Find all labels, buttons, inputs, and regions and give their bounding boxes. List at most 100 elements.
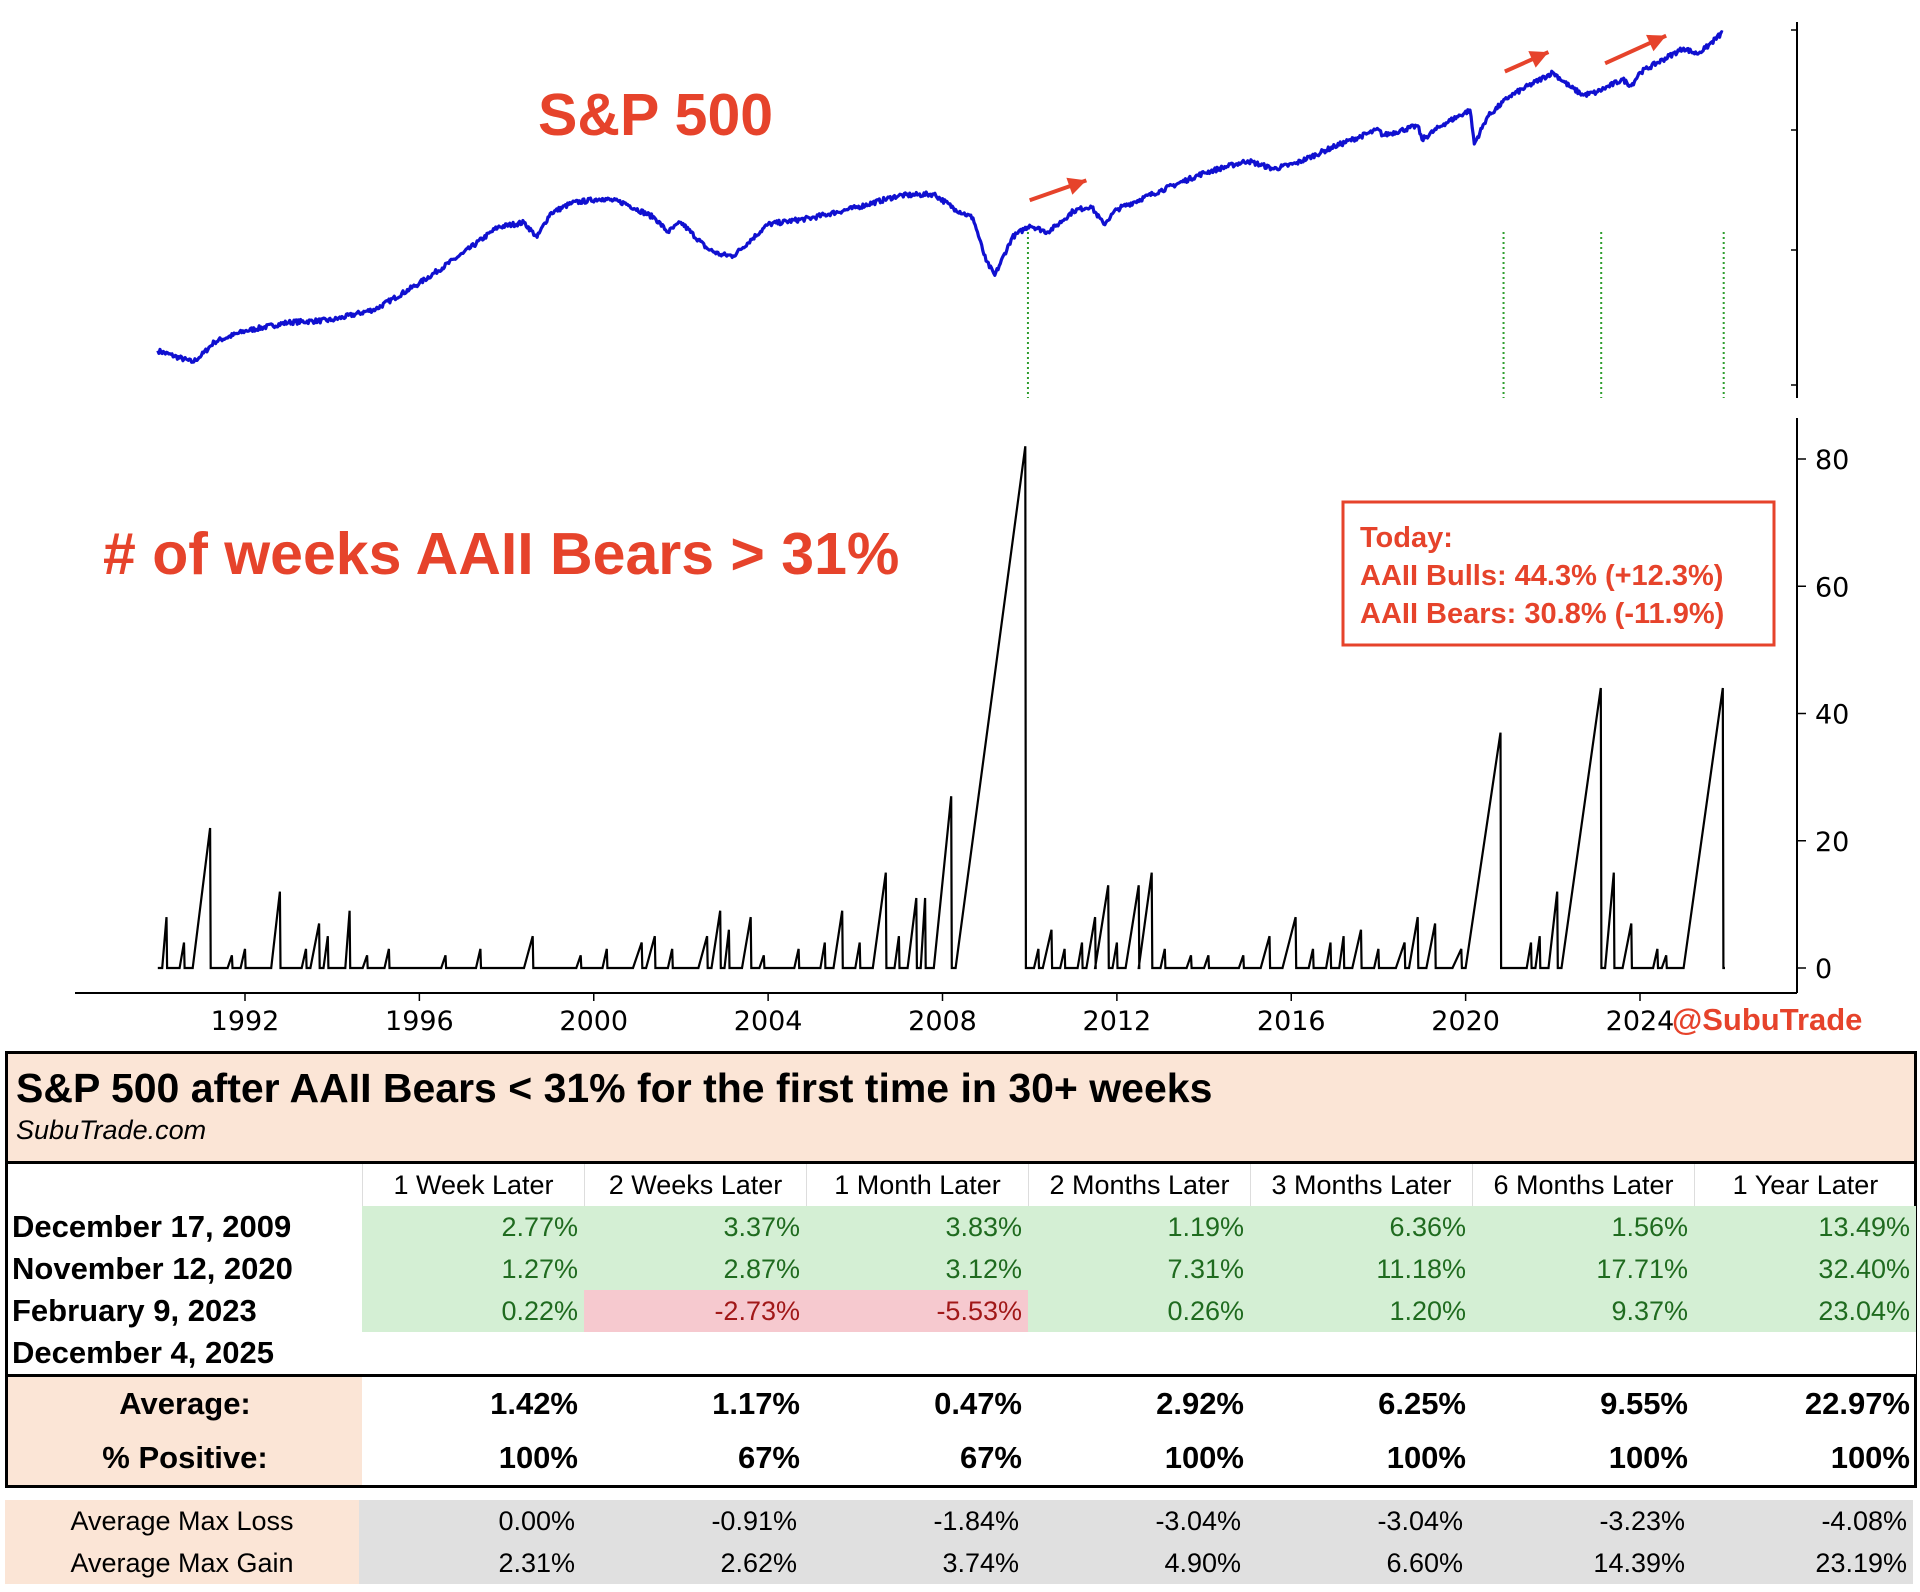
x-tick-label: 2016: [1257, 1006, 1326, 1037]
chart-area: 0 20 40 60 80 1992 1996 2000 2004 2008 2012 2016 20…: [75, 22, 1862, 1037]
return-cell: 1.20%: [1250, 1290, 1472, 1332]
max-loss-cell: 0.00%: [359, 1500, 581, 1542]
extremes-table: Average Max Loss 0.00% -0.91% -1.84% -3.…: [5, 1500, 1917, 1584]
average-cell: 6.25%: [1378, 1386, 1466, 1421]
return-cell: 3.12%: [806, 1248, 1028, 1290]
max-loss-cell: -3.04%: [1247, 1500, 1469, 1542]
table-header: S&P 500 after AAII Bears < 31% for the f…: [8, 1054, 1914, 1164]
top-chart-title: S&P 500: [538, 82, 773, 148]
bottom-chart-title: # of weeks AAII Bears > 31%: [103, 521, 899, 587]
x-tick-label: 1992: [211, 1006, 280, 1037]
row-date: December 17, 2009: [12, 1209, 292, 1244]
results-table: S&P 500 after AAII Bears < 31% for the f…: [5, 1051, 1917, 1584]
return-cell: 13.49%: [1694, 1206, 1916, 1248]
top-right-ticks: [1791, 29, 1797, 386]
return-cell: [584, 1332, 806, 1374]
x-tick-label: 2012: [1083, 1006, 1152, 1037]
table-rows: December 17, 2009 2.77% 3.37% 3.83% 1.19% 6.3…: [8, 1206, 1916, 1374]
return-cell: 23.04%: [1694, 1290, 1916, 1332]
return-cell: 6.36%: [1250, 1206, 1472, 1248]
return-cell: 0.22%: [362, 1290, 584, 1332]
average-cell: 1.17%: [712, 1386, 800, 1421]
average-cell: 22.97%: [1804, 1386, 1910, 1421]
y-tick-label: 40: [1815, 700, 1849, 731]
return-cell: -5.53%: [806, 1290, 1028, 1332]
trend-arrow: [1029, 177, 1088, 203]
positive-cell: 67%: [737, 1440, 800, 1475]
x-tick-label: 2004: [734, 1006, 803, 1037]
max-loss-cell: -3.23%: [1469, 1500, 1691, 1542]
today-annotation: Today: AAII Bulls: 44.3% (+12.3%) AAII B…: [1341, 500, 1776, 647]
watermark: @SubuTrade: [1672, 1002, 1862, 1037]
return-cell: 3.37%: [584, 1206, 806, 1248]
sp500-series-line: [156, 30, 1724, 364]
column-header: 2 Months Later: [1028, 1164, 1250, 1206]
positive-row: % Positive: 100% 67% 67% 100% 100% 100% …: [8, 1431, 1914, 1485]
return-cell: 0.26%: [1028, 1290, 1250, 1332]
positive-cell: 100%: [1386, 1440, 1466, 1475]
return-cell: 17.71%: [1472, 1248, 1694, 1290]
return-cell: -2.73%: [584, 1290, 806, 1332]
annotation-line-1: Today:: [1360, 522, 1453, 554]
average-row: Average: 1.42% 1.17% 0.47% 2.92% 6.25% 9…: [8, 1377, 1914, 1431]
average-cell: 1.42%: [490, 1386, 578, 1421]
trend-arrows: [1029, 33, 1667, 203]
max-loss-cell: -0.91%: [581, 1500, 803, 1542]
return-cell: 32.40%: [1694, 1248, 1916, 1290]
trend-arrow: [1504, 50, 1550, 74]
column-header: 3 Months Later: [1250, 1164, 1472, 1206]
column-header: 2 Weeks Later: [584, 1164, 806, 1206]
positive-label: % Positive:: [8, 1431, 362, 1485]
x-ticks: 1992 1996 2000 2004 2008 2012 2016 2020 2024: [211, 993, 1674, 1037]
max-gain-cell: 14.39%: [1469, 1542, 1691, 1584]
max-loss-cell: -1.84%: [803, 1500, 1025, 1542]
summary-block: Average: 1.42% 1.17% 0.47% 2.92% 6.25% 9…: [8, 1374, 1914, 1485]
max-gain-cell: 2.31%: [359, 1542, 581, 1584]
return-cell: 9.37%: [1472, 1290, 1694, 1332]
return-cell: 3.83%: [806, 1206, 1028, 1248]
return-cell: [1250, 1332, 1472, 1374]
max-gain-cell: 4.90%: [1025, 1542, 1247, 1584]
return-cell: 1.27%: [362, 1248, 584, 1290]
row-date: February 9, 2023: [12, 1293, 257, 1328]
positive-cell: 67%: [959, 1440, 1022, 1475]
positive-cell: 100%: [1164, 1440, 1244, 1475]
table-subtitle: SubuTrade.com: [16, 1115, 207, 1145]
max-gain-cell: 23.19%: [1691, 1542, 1913, 1584]
trend-arrow: [1604, 33, 1667, 66]
bears-weeks-series-line: [157, 446, 1725, 970]
y-tick-label: 20: [1815, 827, 1849, 858]
column-header: 1 Year Later: [1694, 1164, 1916, 1206]
annotation-box: [1341, 500, 1776, 647]
results-table-main: S&P 500 after AAII Bears < 31% for the f…: [5, 1051, 1917, 1488]
row-date: December 4, 2025: [12, 1335, 274, 1370]
x-tick-label: 2000: [559, 1006, 628, 1037]
max-gain-label: Average Max Gain: [5, 1542, 359, 1584]
positive-cell: 100%: [1608, 1440, 1688, 1475]
average-cell: 2.92%: [1156, 1386, 1244, 1421]
positive-cell: 100%: [498, 1440, 578, 1475]
max-gain-cell: 3.74%: [803, 1542, 1025, 1584]
return-cell: [806, 1332, 1028, 1374]
x-tick-label: 2020: [1431, 1006, 1500, 1037]
column-header: 1 Week Later: [362, 1164, 584, 1206]
max-loss-cell: -4.08%: [1691, 1500, 1913, 1542]
table-row: November 12, 2020 1.27% 2.87% 3.12% 7.31% 11.…: [8, 1248, 1916, 1290]
return-cell: 2.87%: [584, 1248, 806, 1290]
table-row: December 4, 2025: [8, 1332, 1916, 1374]
table-row: February 9, 2023 0.22% -2.73% -5.53% 0.26% 1.…: [8, 1290, 1916, 1332]
max-loss-row: Average Max Loss 0.00% -0.91% -1.84% -3.…: [5, 1500, 1917, 1542]
y-ticks: 0 20 40 60 80: [1797, 445, 1849, 985]
max-loss-cell: -3.04%: [1025, 1500, 1247, 1542]
average-cell: 9.55%: [1600, 1386, 1688, 1421]
column-header: 1 Month Later: [806, 1164, 1028, 1206]
column-header: 6 Months Later: [1472, 1164, 1694, 1206]
return-cell: [362, 1332, 584, 1374]
row-date: November 12, 2020: [12, 1251, 293, 1286]
average-label: Average:: [8, 1377, 362, 1431]
max-loss-label: Average Max Loss: [5, 1500, 359, 1542]
return-cell: 2.77%: [362, 1206, 584, 1248]
annotation-line-2: AAII Bulls: 44.3% (+12.3%): [1360, 560, 1723, 592]
average-cell: 0.47%: [934, 1386, 1022, 1421]
max-gain-cell: 2.62%: [581, 1542, 803, 1584]
